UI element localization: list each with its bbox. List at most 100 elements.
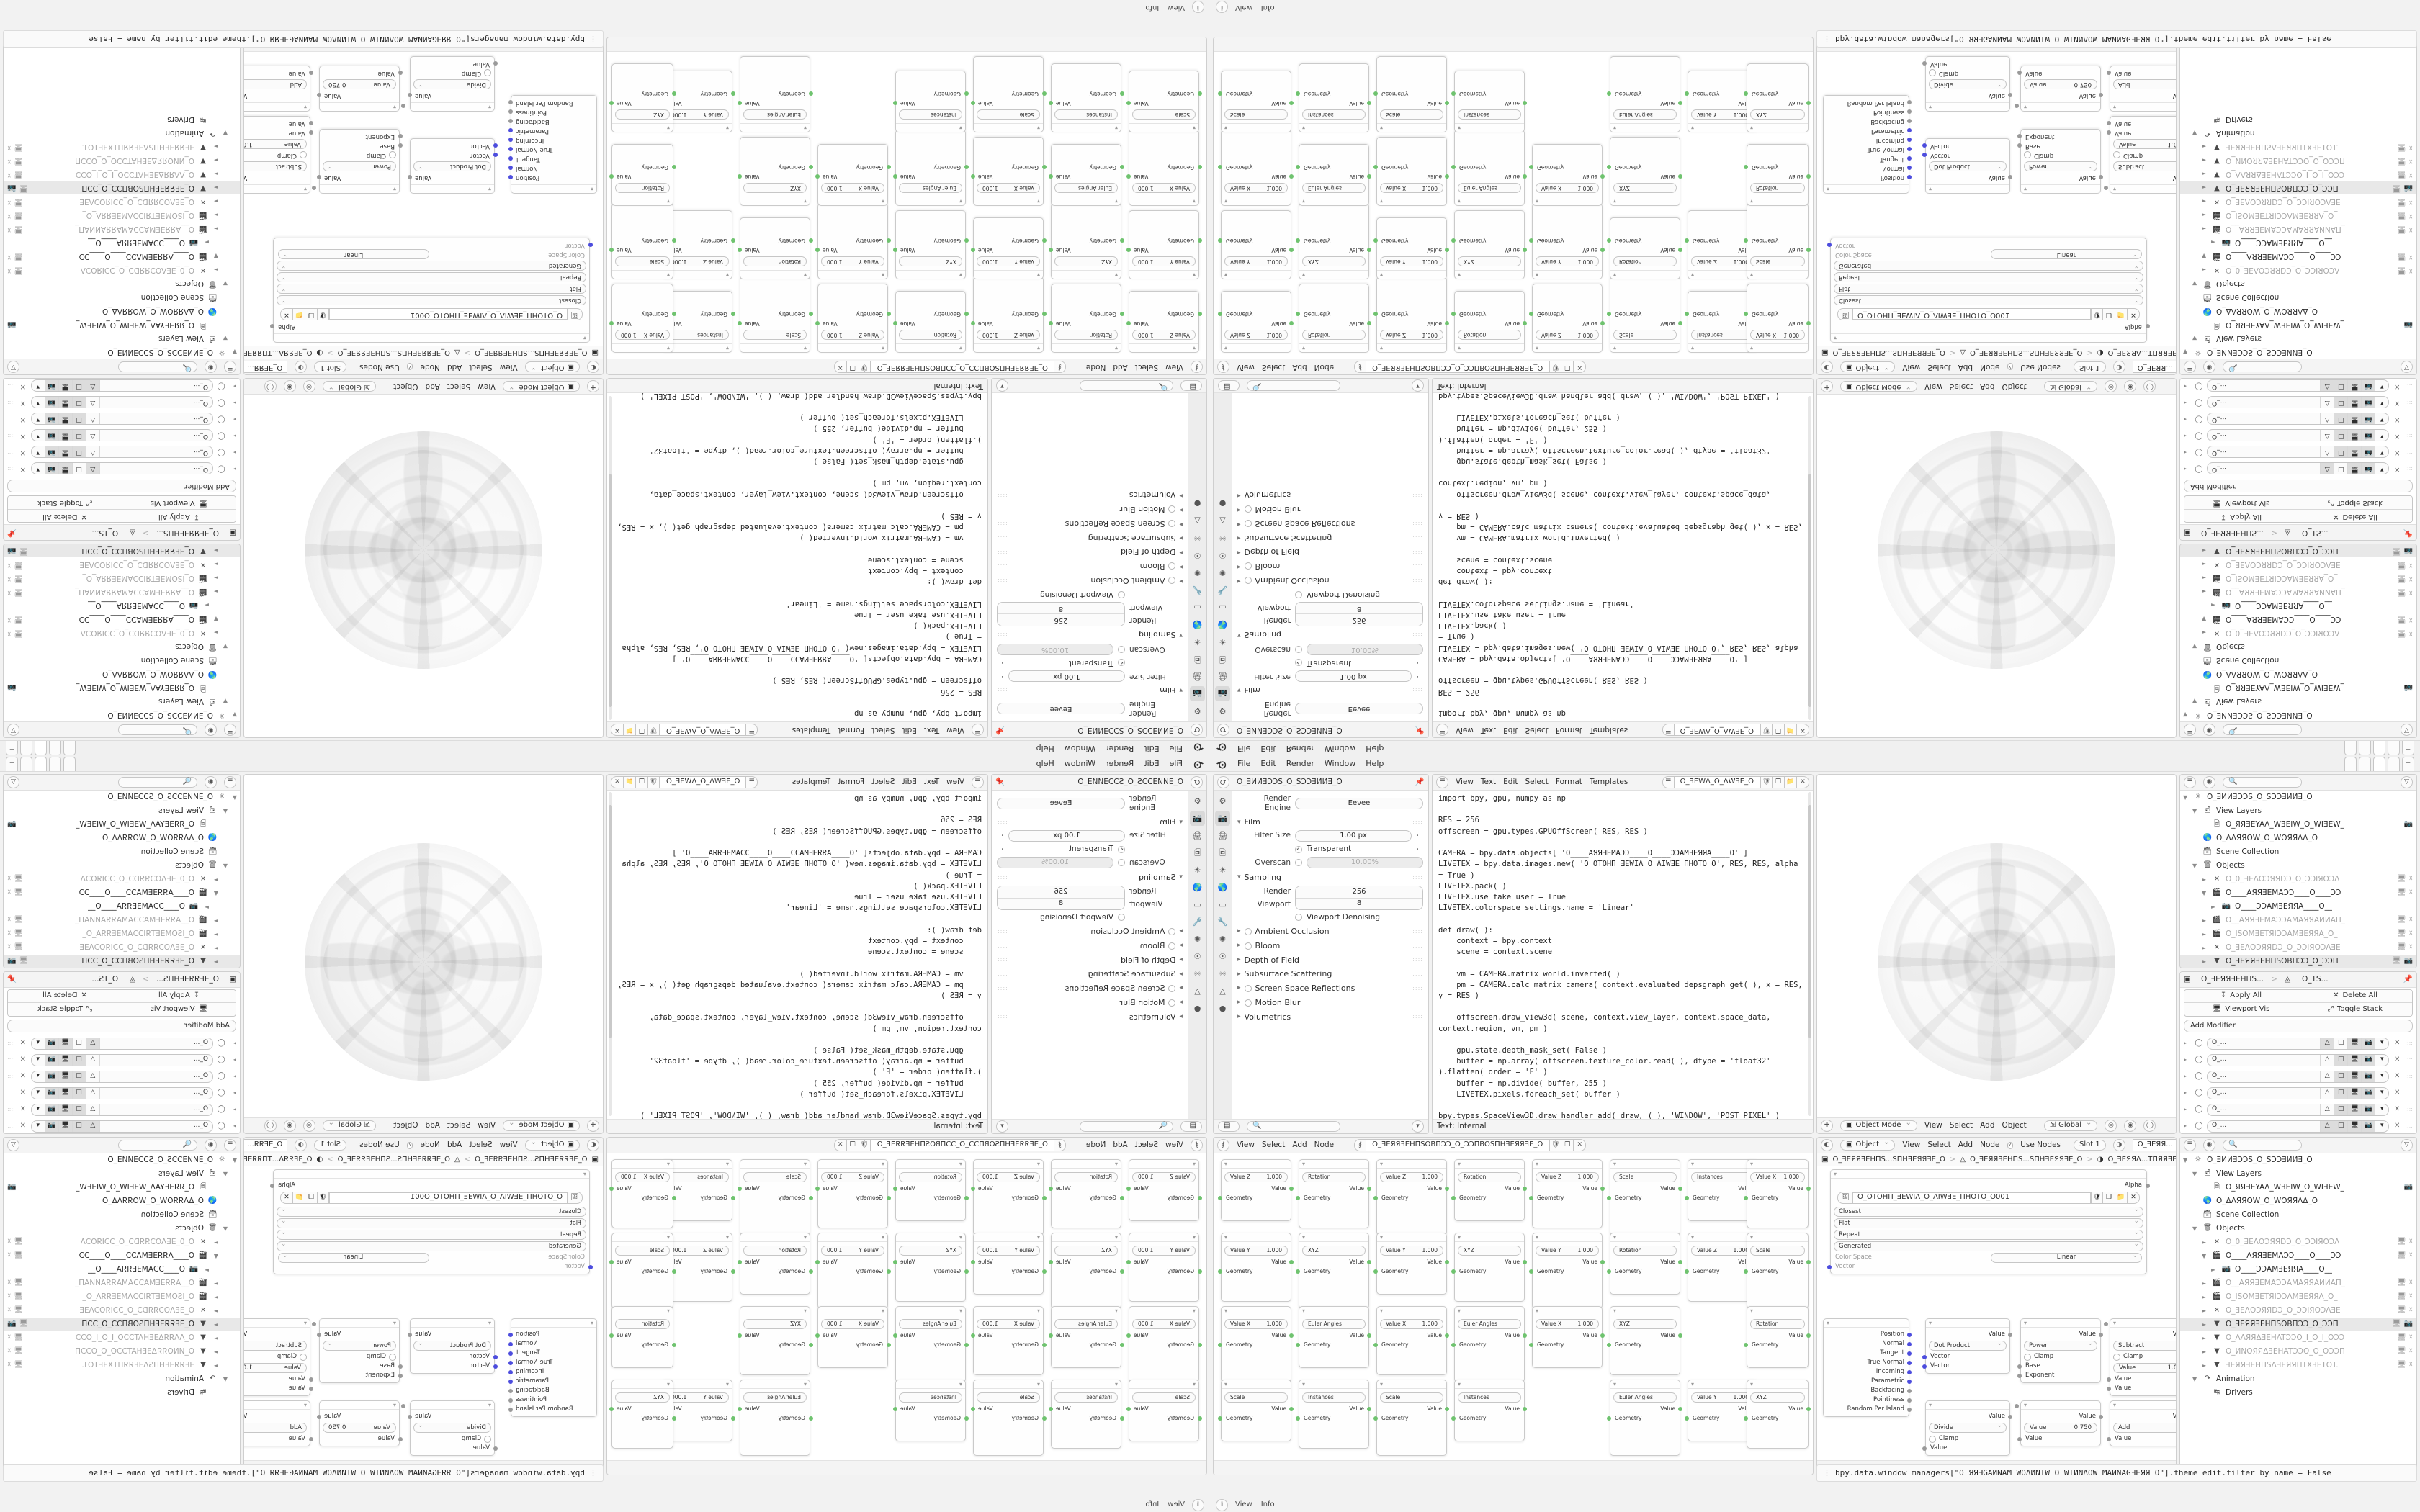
geometry-node-item[interactable]: ▾ Instances Value Geometry: [893, 71, 969, 132]
shield-icon[interactable]: 🛡: [2091, 308, 2103, 320]
tab-particles[interactable]: ✺: [1193, 568, 1201, 578]
incoming-socket[interactable]: [1907, 138, 1912, 142]
sampling-render-field[interactable]: 256: [1296, 614, 1422, 626]
disclosure-triangle-icon[interactable]: ►: [2202, 1307, 2207, 1314]
material-name-field[interactable]: O_ƎEЯЯ...: [244, 1139, 288, 1151]
snap-icon[interactable]: ◎: [2105, 380, 2118, 392]
geo-node-field[interactable]: Instances: [666, 330, 729, 340]
filter-toggle[interactable]: ▤: [1180, 1121, 1202, 1132]
modifier-toggle-cage[interactable]: ◫: [2334, 1087, 2348, 1099]
vector-socket[interactable]: [588, 1265, 593, 1269]
modifier-toggle-realtime[interactable]: 🖥: [2347, 413, 2362, 425]
render-engine-select[interactable]: Eevee: [1295, 702, 1423, 714]
monitor-icon[interactable]: 🖥: [14, 1292, 24, 1301]
outliner-display-mode-icon[interactable]: ◉: [205, 1139, 217, 1151]
node-collapse-chevron[interactable]: ▾: [1455, 1160, 1524, 1169]
geo-node-field[interactable]: Value X 1.000: [615, 1172, 670, 1182]
geo-node-field[interactable]: Rotation: [1458, 1172, 1521, 1182]
outliner-row[interactable]: ▼ 🖻 View Layers: [2180, 1167, 2416, 1181]
disclosure-triangle-icon[interactable]: ►: [204, 239, 209, 246]
geo-node-field[interactable]: Scale: [1750, 256, 1805, 266]
shield-icon[interactable]: 🛡: [647, 724, 660, 736]
extension-select[interactable]: Repeat: [1834, 272, 2143, 282]
properties-options-icon[interactable]: ▾: [996, 379, 1008, 392]
viewport-menu-add[interactable]: Add: [425, 1120, 440, 1130]
disabled-icon[interactable]: ☓: [2408, 266, 2413, 274]
extension-select[interactable]: Repeat: [277, 1230, 586, 1240]
node-collapse-chevron[interactable]: ▾: [740, 1307, 810, 1315]
animate-dot-icon[interactable]: ·: [1000, 830, 1004, 842]
disclosure-triangle-icon[interactable]: ►: [2202, 1334, 2207, 1341]
modifier-row[interactable]: ▸ ◯ O_... △ ◫ 🖥 📷 ▾ ✕::::: [2184, 428, 2413, 443]
screen-space-reflections-checkbox[interactable]: [1168, 520, 1176, 528]
add-workspace-button[interactable]: +: [6, 756, 18, 771]
outliner-row[interactable]: ▼ ↷ Animation: [4, 1372, 240, 1386]
interpolation-select[interactable]: Closest: [1834, 295, 2143, 305]
viewport-vis-button[interactable]: 🖥 Viewport Vis: [122, 1003, 236, 1016]
geometry-socket[interactable]: [738, 1187, 742, 1191]
geometry-socket[interactable]: [1367, 174, 1371, 179]
geo-node-field[interactable]: Value X 1.000: [1380, 1319, 1443, 1329]
modifier-toggle-cage[interactable]: ◫: [2334, 446, 2348, 458]
geometry-node-item[interactable]: ▾ Value Z 1.000 Value Geometry: [815, 1159, 891, 1228]
outliner-row[interactable]: ▼ 🖻 View Layers: [2180, 331, 2416, 345]
modifier-toggle-edit-mode[interactable]: △: [86, 430, 100, 441]
text-menu-select[interactable]: Select: [1525, 777, 1549, 786]
grip-dots[interactable]: ::::: [7, 1040, 15, 1046]
outliner-row[interactable]: ▼ 🎬 O____AЯЯƎEMAƆƆ____O____ƆƆ 🖥 ☓: [2180, 886, 2416, 900]
monitor-icon[interactable]: 🖥: [14, 916, 24, 924]
monitor-icon[interactable]: 🖥: [14, 560, 24, 569]
snap-icon[interactable]: ◎: [302, 1120, 315, 1132]
geometry-node-item[interactable]: ▾ XYZ Value Geometry: [1296, 1233, 1371, 1309]
monitor-icon[interactable]: 🖥: [2396, 170, 2406, 179]
add-workspace-button[interactable]: +: [2402, 741, 2414, 756]
menu-help[interactable]: Help: [1366, 744, 1384, 754]
outliner-row[interactable]: 🌎 O_ΔΛЯЯOW_O_WOЯЯΛΔ_O: [4, 667, 240, 680]
menu-edit[interactable]: Edit: [1260, 744, 1276, 754]
disclosure-triangle-icon[interactable]: ►: [213, 876, 218, 883]
disabled-icon[interactable]: ☓: [2408, 629, 2413, 637]
disabled-icon[interactable]: ☓: [7, 1292, 12, 1301]
grip-dots[interactable]: ::::: [7, 466, 15, 472]
disclosure-triangle-icon[interactable]: ▼: [223, 1225, 228, 1232]
geometry-node-canvas[interactable]: ▾ Value Z 1.000 Value Geometry ▾ Value Y 1.000 V…: [607, 52, 1206, 359]
tab-world[interactable]: 🌎: [1217, 882, 1228, 892]
grip-dots[interactable]: ::::: [7, 1122, 15, 1129]
value-output-socket[interactable]: [317, 93, 321, 97]
modifier-toggle-edit-mode[interactable]: △: [2320, 397, 2334, 408]
disclosure-triangle-icon[interactable]: ►: [2202, 1320, 2207, 1328]
node-collapse-chevron[interactable]: ▾: [1610, 343, 1680, 352]
close-icon[interactable]: ✕: [2394, 382, 2401, 391]
node-collapse-chevron[interactable]: ▾: [1455, 343, 1524, 352]
geometry-socket[interactable]: [738, 1260, 742, 1264]
monitor-icon[interactable]: 🖥: [2396, 916, 2406, 924]
disabled-icon[interactable]: ☓: [7, 930, 12, 938]
geometry-node-item[interactable]: ▾ Value Y 1.000 Value Geometry: [1529, 1233, 1605, 1309]
disclosure-triangle-icon[interactable]: ►: [213, 1320, 218, 1328]
geo-node-field[interactable]: Value Y 1.000: [1224, 1246, 1288, 1256]
disabled-icon[interactable]: ☓: [2408, 574, 2413, 582]
modifier-name-field[interactable]: O_...: [2212, 432, 2227, 440]
geometry-node-item[interactable]: ▾ Euler Angles Value Geometry: [1607, 1380, 1682, 1456]
vector-input-socket[interactable]: [1922, 143, 1927, 148]
geometry-node-item[interactable]: ▾ Value Z 1.000 Value Geometry: [1373, 276, 1449, 353]
text-menu-edit[interactable]: Edit: [902, 726, 917, 735]
outliner-row[interactable]: ► ▼ ƎEЯЯƎEHПSΔƎEЯЯПTXƎETOT. 🖥 ☓: [2180, 140, 2416, 153]
outliner-row[interactable]: ▼ 🖻 View Layers: [2180, 694, 2416, 708]
toggle-stack-button[interactable]: ⤢ Toggle Stack: [2298, 1003, 2412, 1016]
outliner-row[interactable]: 🗃 Scene Collection: [4, 290, 240, 304]
outliner-row[interactable]: ► 🎬 O_ISOMƎETЯIƆƆAMƎEЯЯA_O_ 🖥 ☓: [4, 571, 240, 585]
node-collapse-chevron[interactable]: ▾: [1129, 197, 1198, 205]
interpolation-select[interactable]: Closest: [277, 1207, 586, 1217]
disclosure-triangle-icon[interactable]: ►: [2202, 143, 2207, 150]
folder-icon[interactable]: 📁: [2115, 308, 2128, 320]
text-menu-edit[interactable]: Edit: [1503, 726, 1518, 735]
modifier-toggle-cage[interactable]: ◫: [2334, 1038, 2347, 1049]
value-input-socket[interactable]: [2015, 1404, 2019, 1408]
clamp-checkbox[interactable]: [389, 1353, 396, 1361]
disclosure-triangle-icon[interactable]: ▼: [2202, 889, 2207, 896]
geometry-node-editor-icon[interactable]: ∮: [1191, 1139, 1203, 1151]
geometry-node-item[interactable]: ▾ Euler Angles Value Geometry: [1296, 1306, 1371, 1368]
geometry-socket[interactable]: [1806, 101, 1811, 105]
value-input-socket[interactable]: [309, 1387, 313, 1391]
